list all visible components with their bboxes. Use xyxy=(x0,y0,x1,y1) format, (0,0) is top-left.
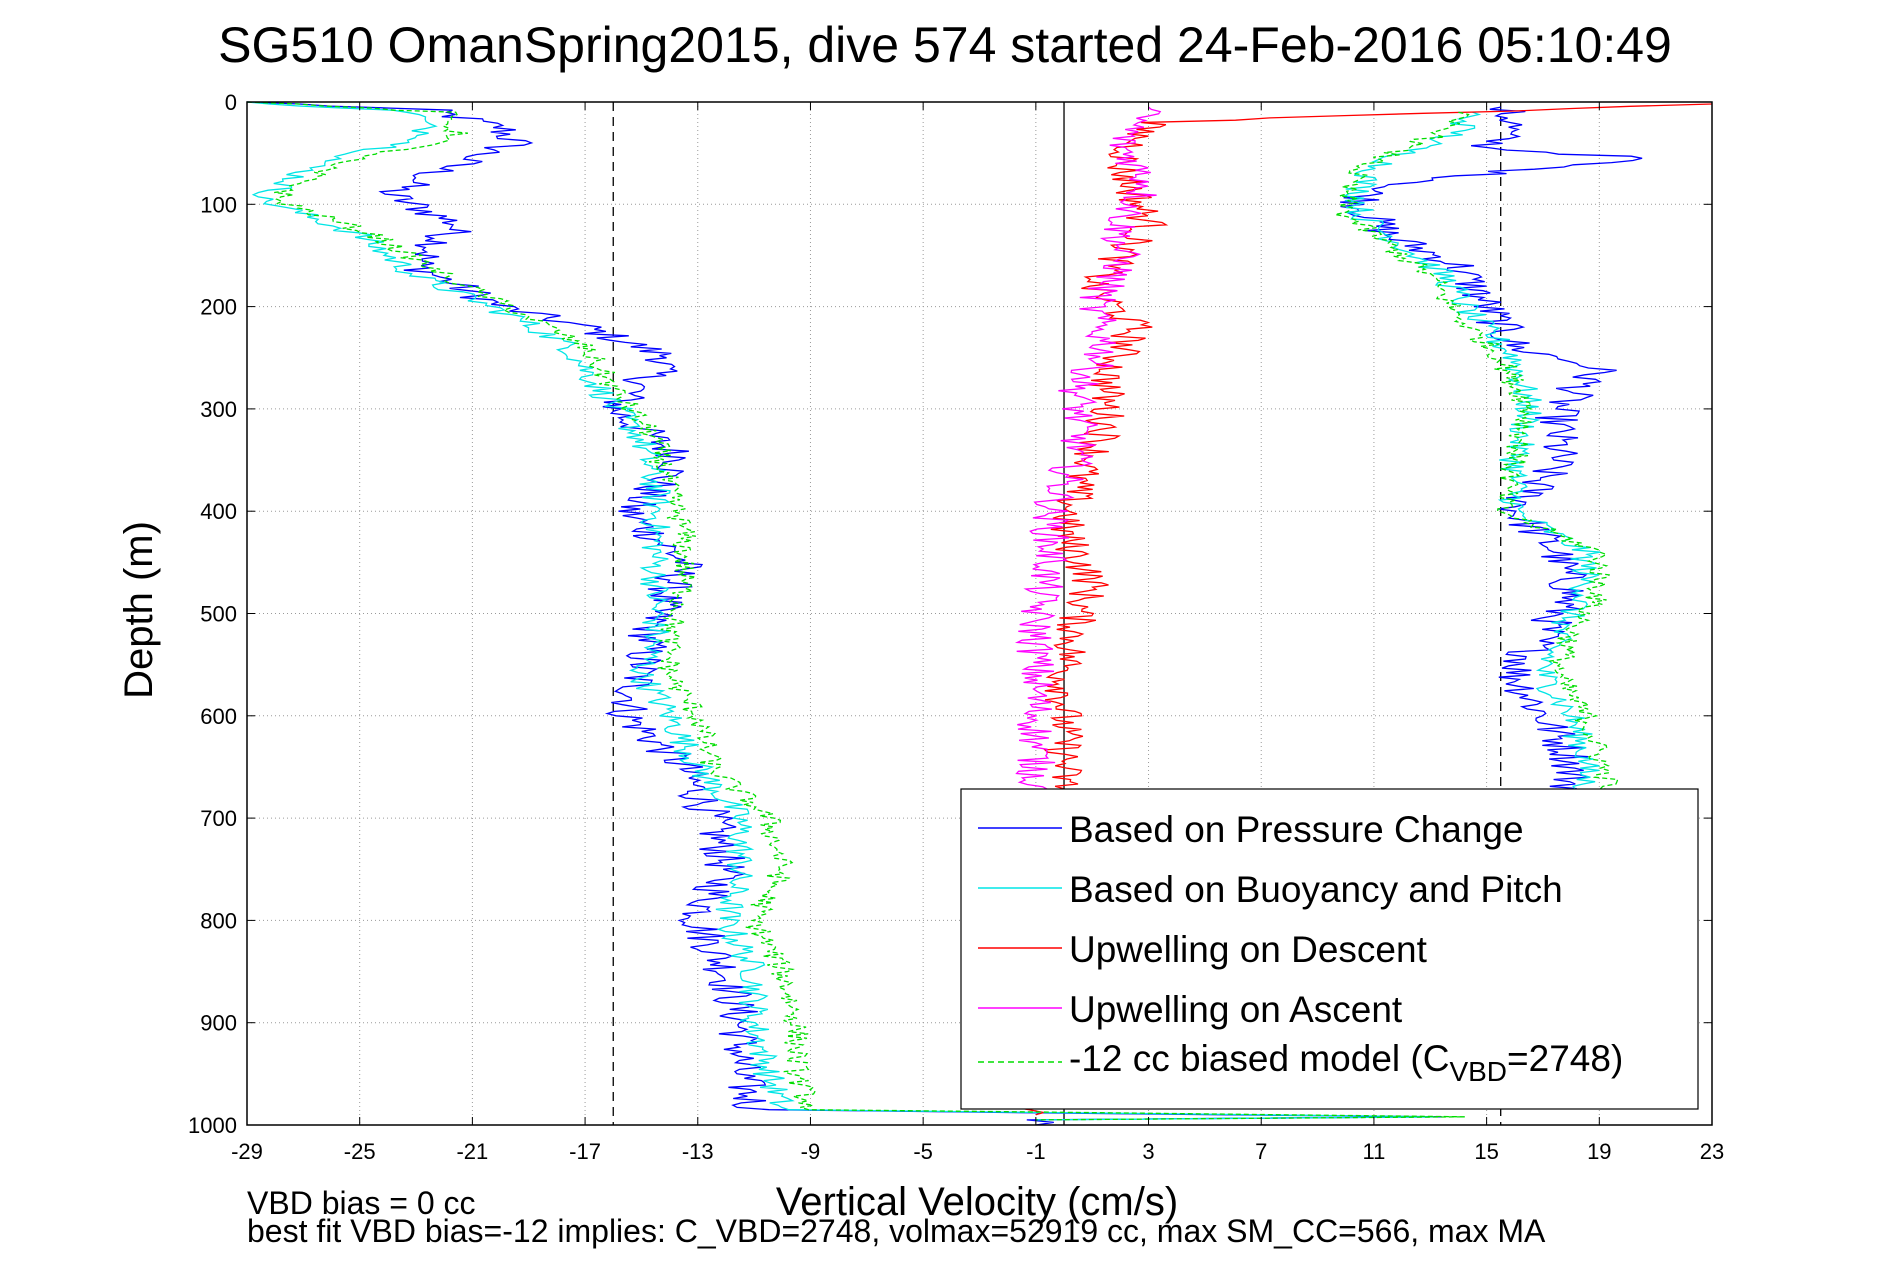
series-line-buoyancy-pitch-ascent xyxy=(1342,111,1601,799)
y-tick-label: 700 xyxy=(200,806,237,831)
y-tick-label: 0 xyxy=(225,90,237,115)
x-tick-label: -13 xyxy=(682,1139,714,1164)
y-tick-label: 600 xyxy=(200,704,237,729)
x-tick-label: 11 xyxy=(1363,1139,1386,1164)
x-tick-label: -1 xyxy=(1026,1139,1046,1164)
footer-bias-text: VBD bias = 0 cc xyxy=(247,1185,476,1221)
series-line-biased-model-ascent xyxy=(1334,111,1624,799)
series-line-upwelling-ascent xyxy=(1014,106,1162,799)
legend-model-main: -12 cc biased model (C xyxy=(1069,1038,1449,1079)
x-axis-label: Vertical Velocity (cm/s) xyxy=(776,1180,1178,1224)
legend-label-model: -12 cc biased model (CVBD=2748) xyxy=(1069,1038,1623,1087)
x-tick-label: -29 xyxy=(231,1139,263,1164)
x-tick-label: -25 xyxy=(344,1139,376,1164)
y-tick-label: 900 xyxy=(200,1011,237,1036)
x-tick-label: 23 xyxy=(1700,1139,1724,1164)
series-line-biased-model xyxy=(246,101,1465,1121)
y-tick-label: 300 xyxy=(200,397,237,422)
axis-ticks: -29 -25 -21 -17 -13 -9 -5 -1 3 7 11 15 19 23010020030… xyxy=(188,90,1724,1164)
x-tick-label: 3 xyxy=(1142,1139,1154,1164)
legend-label-pressure: Based on Pressure Change xyxy=(1069,809,1524,850)
footer-fit-text: best fit VBD bias=-12 implies: C_VBD=274… xyxy=(247,1213,1546,1249)
legend-label-buoyancy: Based on Buoyancy and Pitch xyxy=(1069,869,1563,910)
y-tick-label: 400 xyxy=(200,499,237,524)
y-axis-label: Depth (m) xyxy=(117,521,161,699)
y-tick-label: 100 xyxy=(200,192,237,217)
x-tick-label: -21 xyxy=(456,1139,488,1164)
y-tick-label: 200 xyxy=(200,295,237,320)
x-tick-label: -9 xyxy=(801,1139,821,1164)
x-tick-label: -5 xyxy=(913,1139,933,1164)
y-tick-label: 800 xyxy=(200,908,237,933)
x-tick-label: -17 xyxy=(569,1139,601,1164)
legend-model-subscript: VBD xyxy=(1449,1056,1507,1087)
series-line-pressure-change-ascent xyxy=(1340,106,1643,799)
x-tick-label: 19 xyxy=(1587,1139,1611,1164)
y-tick-label: 500 xyxy=(200,602,237,627)
legend: Based on Pressure Change Based on Buoyan… xyxy=(960,788,1699,1110)
chart-title: SG510 OmanSpring2015, dive 574 started 2… xyxy=(218,17,1672,73)
x-tick-label: 7 xyxy=(1255,1139,1267,1164)
legend-model-tail: =2748) xyxy=(1507,1038,1623,1079)
y-tick-label: 1000 xyxy=(188,1113,237,1138)
legend-label-ascent: Upwelling on Ascent xyxy=(1069,989,1403,1030)
series-line-buoyancy-pitch xyxy=(246,101,1435,1121)
legend-label-descent: Upwelling on Descent xyxy=(1069,929,1428,970)
x-tick-label: 15 xyxy=(1474,1139,1498,1164)
legend-box xyxy=(960,788,1699,1110)
